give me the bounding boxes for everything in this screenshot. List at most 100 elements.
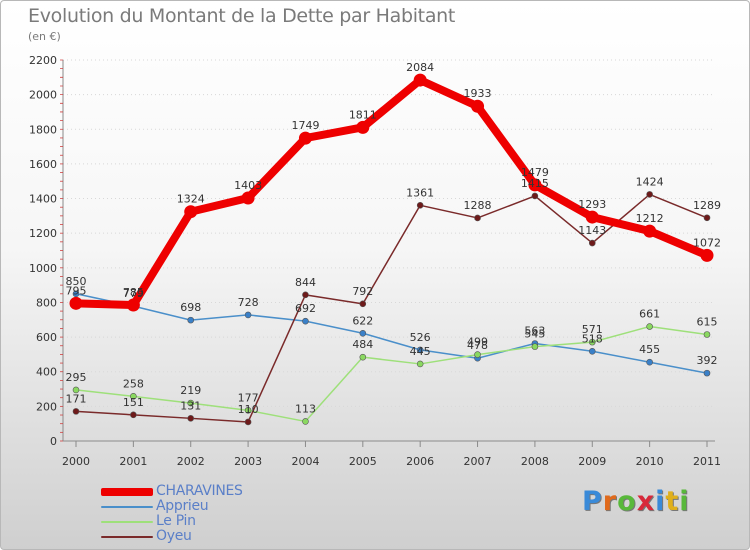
data-point [69, 296, 83, 310]
data-point [646, 358, 653, 366]
data-label: 1324 [177, 193, 205, 206]
data-point [413, 73, 427, 87]
y-tick-label: 400 [36, 366, 57, 379]
data-point [474, 214, 481, 222]
data-point [646, 191, 653, 198]
data-point [700, 248, 714, 262]
data-label: 219 [180, 384, 201, 397]
logo-letter: x [636, 486, 656, 517]
logo-letter: i [655, 486, 666, 517]
data-point [588, 347, 596, 355]
data-point [244, 418, 252, 426]
y-tick-label: 0 [50, 435, 57, 448]
data-label: 171 [66, 392, 87, 405]
data-point [703, 331, 711, 338]
data-label: 622 [352, 314, 373, 327]
logo-letter: o [617, 486, 637, 517]
data-point [416, 360, 424, 368]
data-label: 1072 [693, 236, 721, 249]
data-label: 1289 [693, 199, 721, 212]
data-point [359, 353, 367, 361]
data-point [298, 131, 312, 145]
x-tick-label: 2009 [578, 455, 606, 468]
data-label: 1424 [636, 175, 664, 188]
chart-title: Evolution du Montant de la Dette par Hab… [28, 5, 456, 27]
data-label: 392 [697, 354, 718, 367]
x-tick-label: 2008 [521, 455, 549, 468]
y-tick-label: 1800 [29, 123, 57, 136]
data-label: 792 [352, 285, 373, 298]
y-tick-label: 2200 [29, 54, 57, 67]
legend-label: CHARAVINES [156, 483, 243, 499]
data-point [241, 191, 255, 205]
y-tick-label: 1600 [29, 158, 57, 171]
data-label: 1415 [521, 177, 549, 190]
data-point [588, 338, 596, 346]
y-tick-label: 1000 [29, 262, 57, 275]
x-tick-label: 2004 [291, 455, 319, 468]
data-label: 692 [295, 302, 316, 315]
data-label: 518 [582, 332, 603, 345]
legend-label: Oyeu [156, 528, 192, 544]
data-label: 110 [238, 403, 259, 416]
x-tick-label: 2005 [349, 455, 377, 468]
x-tick-label: 2006 [406, 455, 434, 468]
y-tick-label: 1400 [29, 193, 57, 206]
data-point [72, 386, 80, 394]
data-label: 1479 [521, 166, 549, 179]
data-label: 455 [639, 343, 660, 356]
legend-swatch [101, 488, 153, 496]
data-point [126, 298, 140, 312]
data-point [244, 407, 252, 414]
data-point [646, 323, 653, 330]
x-tick-label: 2011 [693, 455, 721, 468]
data-label: 795 [66, 284, 87, 297]
data-label: 113 [295, 402, 316, 415]
series-line [72, 76, 711, 310]
data-label: 1811 [349, 108, 377, 121]
data-label: 698 [180, 301, 201, 314]
y-tick-label: 1200 [29, 227, 57, 240]
data-point [72, 408, 80, 415]
data-point [187, 399, 195, 407]
y-tick-label: 2000 [29, 89, 57, 102]
series-line [75, 293, 708, 374]
x-tick-label: 2003 [234, 455, 262, 468]
data-label: 1749 [291, 119, 319, 132]
data-label: 661 [639, 308, 660, 321]
logo-letter: r [602, 486, 618, 517]
data-point [356, 120, 370, 134]
data-point [474, 351, 481, 358]
x-tick-label: 2000 [62, 455, 90, 468]
data-point [416, 201, 424, 209]
data-point [703, 214, 711, 222]
data-point [643, 224, 657, 238]
data-label: 1361 [406, 186, 434, 199]
data-point [531, 343, 539, 350]
chart-subtitle: (en €) [28, 30, 61, 43]
y-tick-label: 200 [36, 400, 57, 413]
data-label: 1212 [636, 212, 664, 225]
data-label: 1933 [464, 87, 492, 100]
data-label: 131 [180, 399, 201, 412]
data-label: 1403 [234, 179, 262, 192]
data-point [531, 192, 539, 200]
data-point [302, 291, 309, 299]
legend-label: Le Pin [156, 513, 196, 529]
data-point [130, 393, 137, 400]
data-point [187, 316, 195, 324]
data-label: 844 [295, 276, 316, 289]
data-label: 258 [123, 377, 144, 390]
data-label: 728 [238, 296, 259, 309]
y-tick-label: 800 [36, 296, 57, 309]
logo-letter: P [582, 486, 603, 517]
data-point [585, 210, 599, 224]
data-point [244, 311, 252, 319]
data-label: 1288 [464, 199, 492, 212]
data-label: 571 [582, 323, 603, 336]
x-tick-label: 2002 [177, 455, 205, 468]
data-label: 478 [467, 339, 488, 352]
data-point [528, 178, 542, 192]
